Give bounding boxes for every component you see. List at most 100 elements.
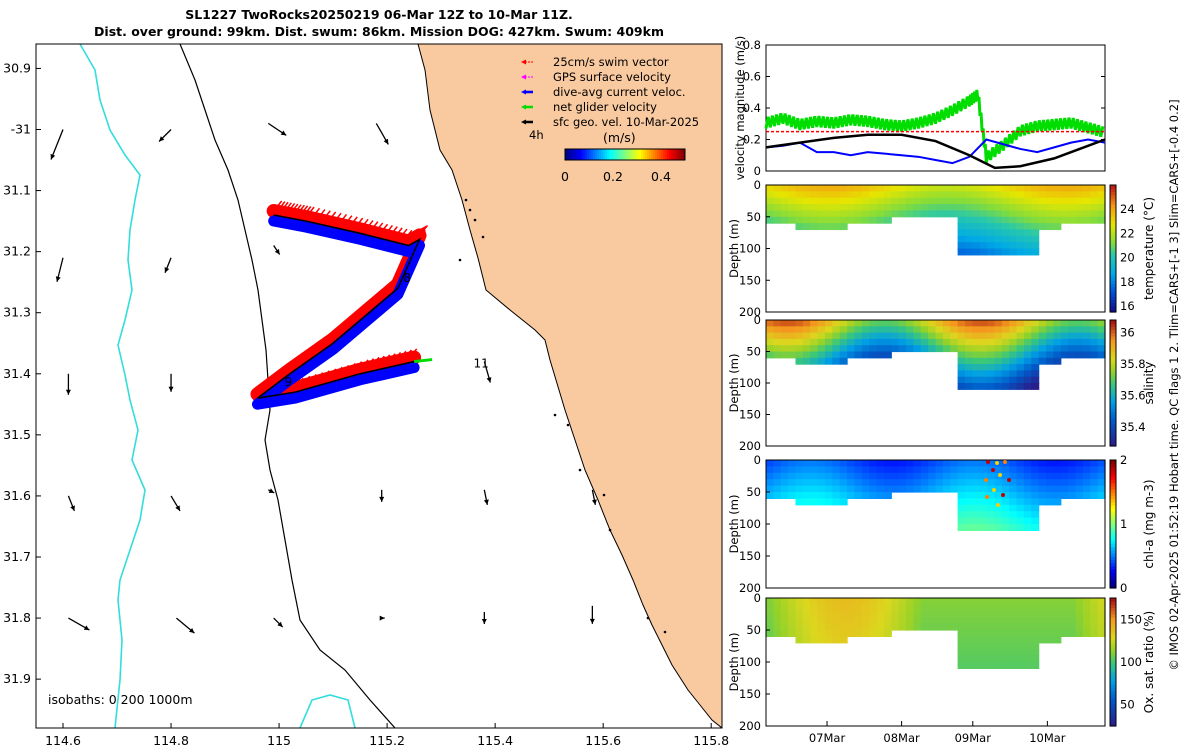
section-cell-temperature: [883, 216, 892, 224]
section-cell-salinity: [994, 326, 1003, 334]
section-cell-chlorophyll: [1016, 472, 1025, 480]
legend-colorbar-cell: [599, 149, 602, 160]
section-cell-oxygen: [876, 617, 885, 625]
section-cell-chlorophyll: [854, 466, 863, 474]
swim-vector: [340, 364, 350, 376]
section-cell-chlorophyll: [802, 466, 811, 474]
island-9: [608, 528, 612, 532]
section-cell-temperature: [1090, 185, 1099, 192]
map-frame: [35, 43, 723, 729]
section-cell-chlorophyll: [1023, 524, 1032, 531]
section-cell-chlorophyll: [994, 466, 1003, 474]
section-cell-salinity: [795, 332, 804, 340]
section-cell-oxygen: [861, 604, 870, 612]
section-cell-salinity: [994, 376, 1003, 384]
swim-vector: [293, 356, 303, 368]
section-cell-oxygen: [994, 623, 1003, 631]
section-cell-oxygen: [987, 636, 996, 644]
section-cell-oxygen: [1038, 623, 1047, 631]
section-cell-salinity: [1023, 320, 1032, 327]
colorbar-cell-oxygen: [1110, 607, 1116, 612]
section-cell-oxygen: [1001, 598, 1010, 605]
section-cell-oxygen: [817, 623, 826, 631]
section-cell-chlorophyll: [1060, 460, 1069, 467]
colorbar-cell-temperature: [1110, 194, 1116, 199]
section-cell-salinity: [987, 351, 996, 359]
section-cell-salinity: [1031, 332, 1040, 340]
section-cell-temperature: [1031, 242, 1040, 250]
section-cell-chlorophyll: [876, 460, 885, 467]
section-cell-salinity: [1009, 351, 1018, 359]
section-cell-chlorophyll: [972, 517, 981, 525]
section-cell-temperature: [1009, 223, 1018, 231]
section-cell-salinity: [891, 345, 900, 353]
geostrophic-arrowhead: [481, 618, 487, 624]
section-cell-chlorophyll: [979, 472, 988, 480]
section-cell-temperature: [987, 204, 996, 211]
section-cell-chlorophyll: [824, 466, 833, 474]
section-cell-salinity: [957, 338, 966, 346]
legend-colorbar-tick: 0.4: [651, 169, 671, 184]
section-cell-temperature: [972, 229, 981, 237]
section-cell-chlorophyll: [1097, 466, 1106, 474]
section-cell-chlorophyll: [839, 485, 848, 493]
section-cell-chlorophyll: [861, 472, 870, 480]
colorbar-cell-oxygen: [1110, 658, 1116, 663]
colorbar-cell-chlorophyll: [1110, 556, 1116, 560]
section-cell-oxygen: [1046, 598, 1055, 605]
colorbar-cell-salinity: [1110, 442, 1116, 447]
section-cell-chlorophyll: [1068, 485, 1077, 493]
colorbar-cell-salinity: [1110, 326, 1116, 331]
colorbar-tick-oxygen: 150: [1120, 612, 1142, 626]
section-cell-salinity: [972, 345, 981, 353]
section-cell-chlorophyll: [773, 485, 782, 493]
section-cell-oxygen: [869, 617, 878, 625]
section-cell-chlorophyll: [1038, 479, 1047, 487]
legend-colorbar-cell: [591, 149, 594, 160]
chl-spot: [998, 473, 1002, 477]
section-cell-temperature: [795, 191, 804, 199]
section-cell-temperature: [987, 216, 996, 224]
colorbar-cell-salinity: [1110, 360, 1116, 365]
section-cell-salinity: [802, 338, 811, 346]
section-cell-salinity: [802, 332, 811, 340]
colorbar-cell-chlorophyll: [1110, 565, 1116, 570]
section-cell-oxygen: [1031, 610, 1040, 618]
section-cell-oxygen: [1016, 655, 1025, 663]
section-cell-chlorophyll: [854, 460, 863, 467]
section-cell-chlorophyll: [957, 460, 966, 467]
section-cell-temperature: [869, 191, 878, 199]
section-cell-salinity: [1082, 338, 1091, 346]
colorbar-cell-salinity: [1110, 430, 1116, 434]
section-cell-oxygen: [861, 610, 870, 618]
section-cell-chlorophyll: [913, 466, 922, 474]
section-cell-chlorophyll: [854, 485, 863, 493]
colorbar-cell-oxygen: [1110, 678, 1116, 682]
section-cell-chlorophyll: [1060, 472, 1069, 480]
chl-spot: [984, 478, 988, 482]
swim-vector: [282, 202, 292, 214]
section-cell-oxygen: [979, 630, 988, 637]
section-cell-salinity: [1016, 345, 1025, 353]
section-cell-temperature: [1031, 191, 1040, 199]
section-cell-temperature: [964, 216, 973, 224]
section-cell-oxygen: [766, 598, 774, 605]
section-cell-salinity: [957, 357, 966, 365]
colorbar-cell-chlorophyll: [1110, 552, 1116, 557]
section-cell-chlorophyll: [876, 479, 885, 487]
colorbar-frame-temperature: [1109, 184, 1117, 313]
section-cell-oxygen: [802, 598, 811, 605]
colorbar-cell-oxygen: [1110, 706, 1116, 711]
swim-vector: [375, 355, 385, 367]
section-cell-oxygen: [891, 610, 900, 618]
section-cell-salinity: [906, 326, 914, 334]
section-cell-temperature: [1009, 229, 1018, 237]
section-cell-temperature: [1046, 210, 1055, 218]
section-cell-temperature: [1016, 210, 1025, 218]
colorbar-frame-oxygen: [1109, 597, 1117, 727]
colorbar-label-chlorophyll: chl-a (mg m-3): [1142, 479, 1156, 568]
section-cell-temperature: [1023, 235, 1032, 243]
swim-vector: [292, 204, 302, 216]
section-cell-temperature: [802, 204, 811, 211]
day-marker-8: 8: [403, 271, 411, 285]
